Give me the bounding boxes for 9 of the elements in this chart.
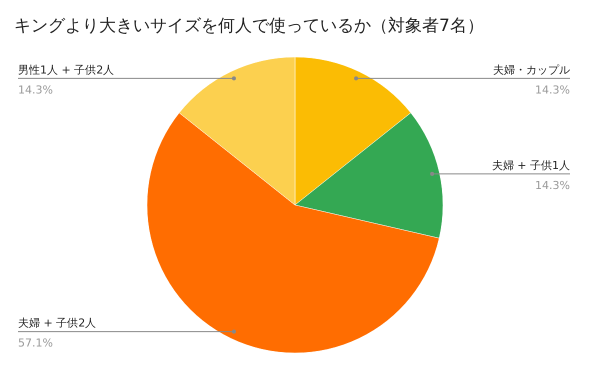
slice-label: 夫婦・カップル	[493, 63, 570, 76]
data-label: 14.3%	[18, 83, 53, 96]
slice-label: 夫婦 + 子供1人	[492, 158, 570, 172]
data-label: 14.3%	[535, 83, 570, 96]
slice-label: 男性1人 + 子供2人	[18, 63, 114, 76]
data-label: 57.1%	[18, 336, 53, 350]
data-label: 14.3%	[535, 178, 570, 192]
chart-title: キングより大きいサイズを何人で使っているか（対象者7名）	[14, 16, 484, 36]
slice-label: 夫婦 + 子供2人	[18, 316, 96, 330]
